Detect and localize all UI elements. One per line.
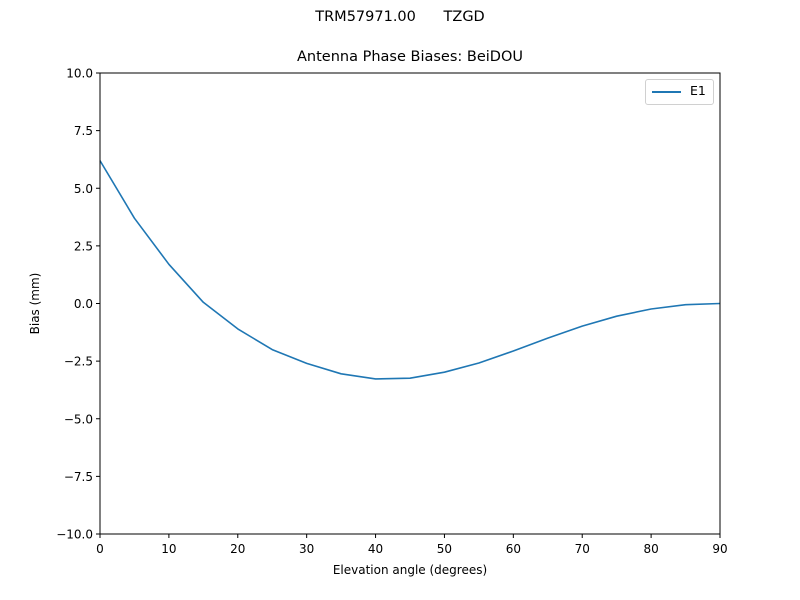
series-line-e1 <box>99 160 721 380</box>
y-tick-label: −5.0 <box>64 412 93 426</box>
x-tick-label: 10 <box>161 542 176 556</box>
x-tick-label: 50 <box>437 542 452 556</box>
x-tick-label: 40 <box>368 542 383 556</box>
y-tick-label: −7.5 <box>64 470 93 484</box>
y-tick-label: 7.5 <box>74 124 93 138</box>
x-tick-label: 90 <box>712 542 727 556</box>
x-tick-label: 30 <box>299 542 314 556</box>
y-tick-label: 5.0 <box>74 182 93 196</box>
y-tick-label: −2.5 <box>64 355 93 369</box>
x-tick-label: 80 <box>643 542 658 556</box>
y-tick-label: 10.0 <box>66 67 93 81</box>
figure-suptitle: TRM57971.00 TZGD <box>315 9 485 25</box>
x-tick-label: 70 <box>575 542 590 556</box>
axis-ticks: 0 10 20 30 40 50 60 70 80 90 10.0 7.5 5.0 2.5 0.0 −2.5 −… <box>56 67 727 557</box>
plot-frame <box>99 72 721 535</box>
x-tick-label: 20 <box>230 542 245 556</box>
y-tick-label: 2.5 <box>74 239 93 253</box>
y-axis-label: Bias (mm) <box>28 273 42 335</box>
x-axis-label: Elevation angle (degrees) <box>333 563 487 577</box>
y-tick-label: −10.0 <box>56 528 93 542</box>
x-tick-label: 60 <box>506 542 521 556</box>
y-tick-label: 0.0 <box>74 297 93 311</box>
legend: E1 <box>645 79 714 105</box>
x-tick-label: 0 <box>96 542 104 556</box>
legend-label-e1: E1 <box>690 83 706 98</box>
chart-title: Antenna Phase Biases: BeiDOU <box>297 49 523 65</box>
legend-line-icon <box>652 91 681 93</box>
